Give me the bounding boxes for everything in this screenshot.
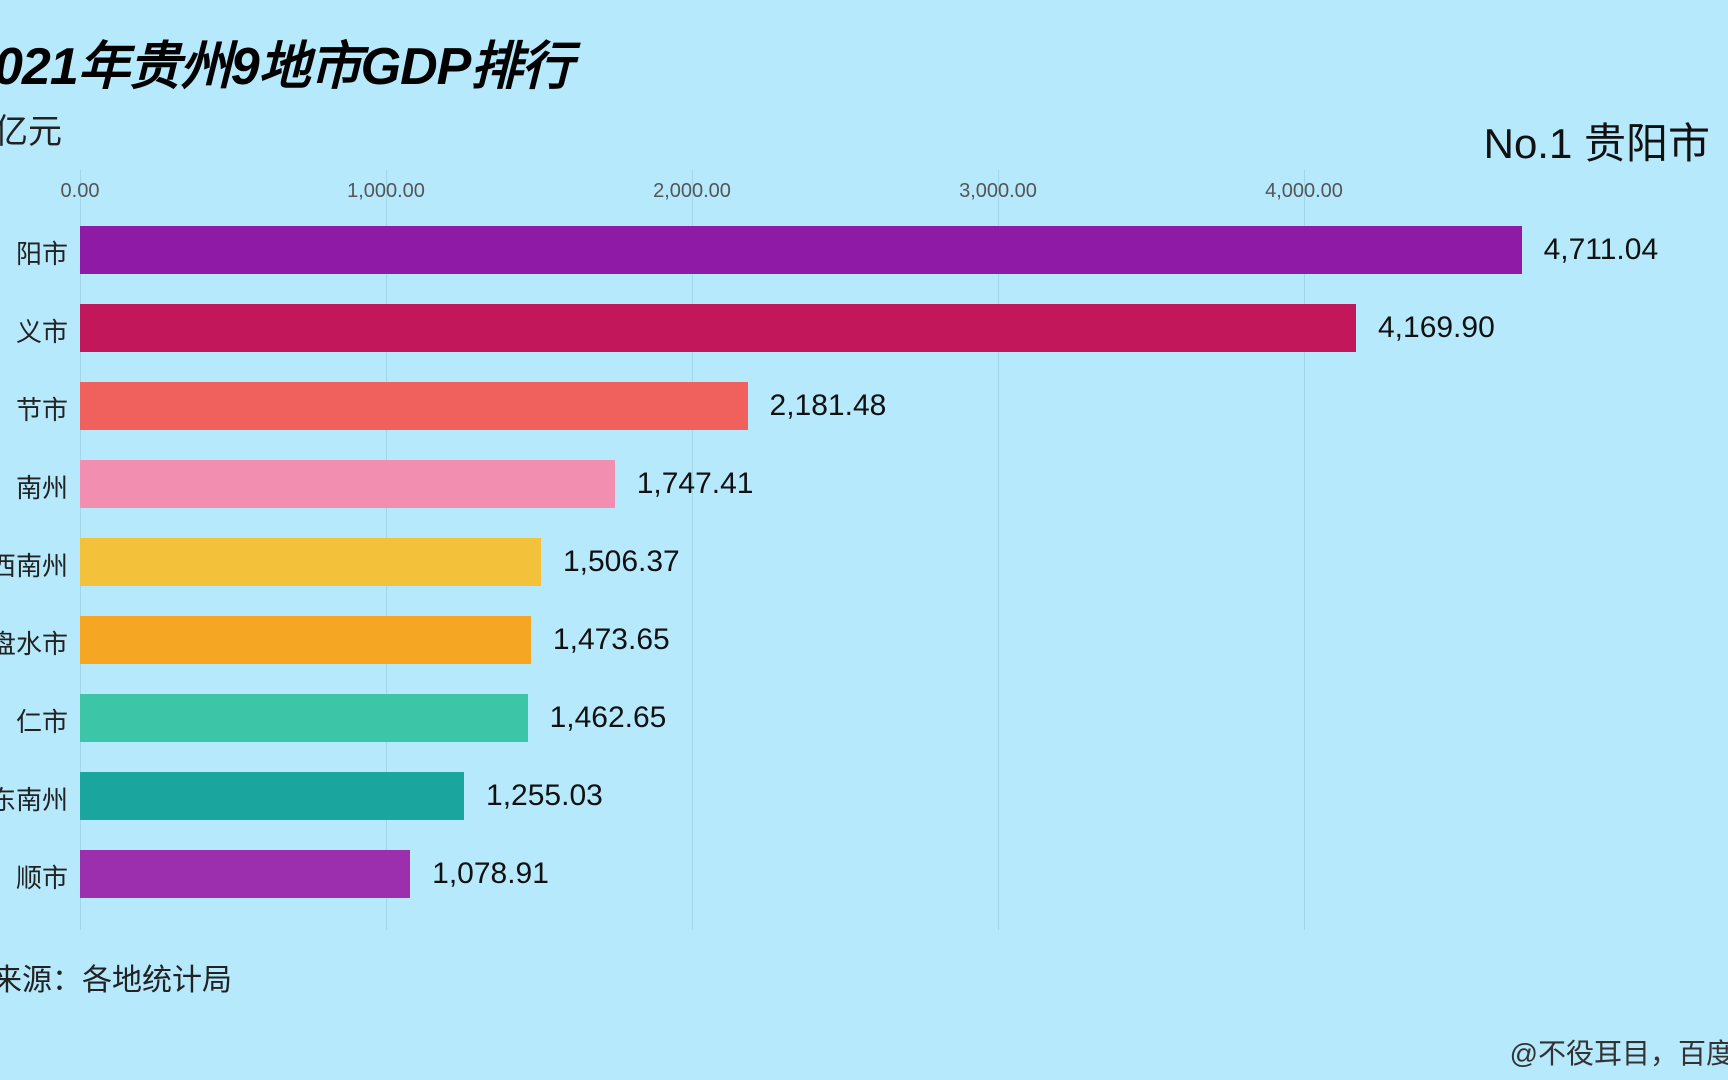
gridline [1304,170,1305,930]
bar-value-label: 4,711.04 [1544,233,1659,267]
x-tick-label: 4,000.00 [1265,180,1343,203]
bar-value-label: 1,078.91 [432,857,549,891]
x-tick-label: 1,000.00 [347,180,425,203]
bar [80,304,1356,352]
bar [80,694,528,742]
bar [80,382,748,430]
chart-title: 021年贵州9地市GDP排行 [0,24,572,99]
unit-label: 亿元 [0,104,62,153]
bar-value-label: 2,181.48 [770,389,887,423]
x-tick-label: 2,000.00 [653,180,731,203]
y-axis-label: 南州 [16,468,68,505]
y-axis-label: 西南州 [0,546,68,583]
bar-value-label: 1,462.65 [550,701,667,735]
rank-highlight-label: No.1 贵阳市 [1484,110,1710,171]
y-axis-label: 节市 [16,390,68,427]
x-tick-label: 0.00 [61,180,100,203]
y-axis-label: 仁市 [16,702,68,739]
credit-label: @不役耳目，百度 [1510,1032,1728,1072]
bar-value-label: 4,169.90 [1378,311,1495,345]
x-tick-label: 3,000.00 [959,180,1037,203]
gridline [692,170,693,930]
bar [80,850,410,898]
gdp-bar-chart: 021年贵州9地市GDP排行 亿元 No.1 贵阳市 0.00 1,000.00 2… [0,0,1728,1080]
bar-value-label: 1,255.03 [486,779,603,813]
y-axis-label: 顺市 [16,858,68,895]
y-axis-label: 东南州 [0,780,68,817]
source-label: 来源：各地统计局 [0,955,232,999]
bar-value-label: 1,473.65 [553,623,670,657]
bar [80,772,464,820]
gridline [998,170,999,930]
bar-value-label: 1,506.37 [563,545,680,579]
bar [80,460,615,508]
y-axis-label: 义市 [16,312,68,349]
bar [80,538,541,586]
y-axis-label: 盘水市 [0,624,68,661]
y-axis-label: 阳市 [16,234,68,271]
bar-value-label: 1,747.41 [637,467,754,501]
bar [80,226,1522,274]
bar [80,616,531,664]
